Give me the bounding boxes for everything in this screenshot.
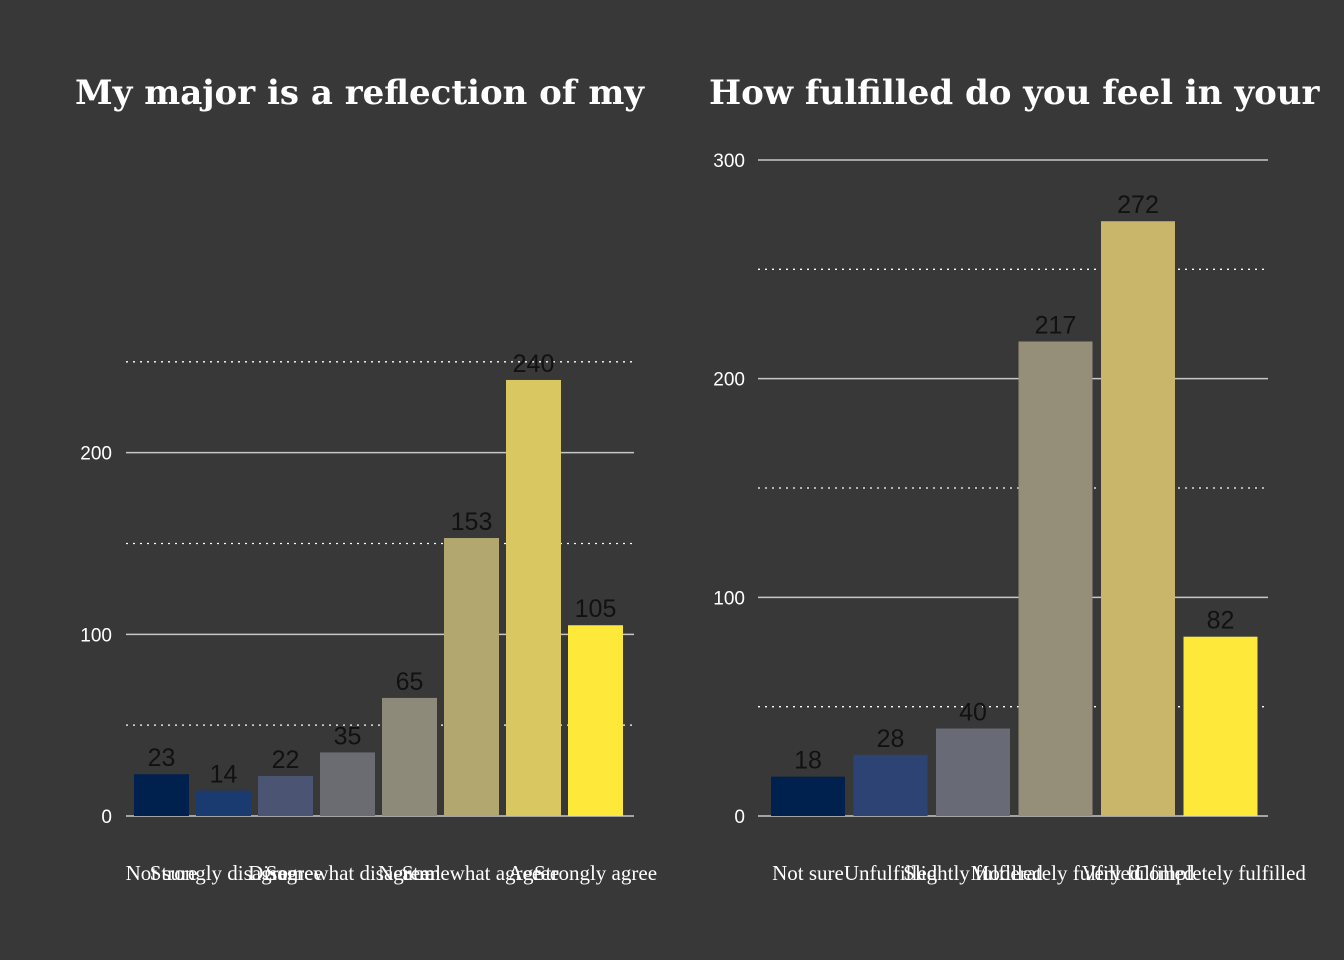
- x-tick-label: Not sure: [126, 861, 198, 885]
- x-tick-label: Disagree: [248, 861, 323, 885]
- data-label: 272: [1117, 191, 1159, 219]
- bar: [771, 776, 845, 816]
- x-tick-label: Slightly fulfilled: [903, 861, 1043, 885]
- x-tick-label: Strongly disagree: [150, 861, 298, 885]
- data-label: 217: [1035, 311, 1077, 339]
- left-chart-panel: My major is a reflection of my 0 100 200 23…: [75, 73, 657, 885]
- y-tick-label: 100: [713, 588, 745, 609]
- bar: [196, 790, 251, 816]
- x-tick-label: Unfulfilled: [844, 861, 938, 885]
- data-label: 105: [575, 595, 617, 623]
- plot-area: 0 100 200 23 Not sure 14 Strongly disagree 22 Di…: [80, 350, 657, 885]
- y-tick-label: 300: [713, 151, 745, 172]
- fulfillment-chart: How fulfilled do you feel in your 0 100 20…: [709, 73, 1321, 885]
- x-tick-label: Completely fulfilled: [1135, 861, 1306, 885]
- y-tick-label: 200: [80, 444, 112, 465]
- y-tick-label: 200: [713, 370, 745, 391]
- y-tick-label: 100: [80, 625, 112, 646]
- y-tick-label: 0: [101, 807, 112, 828]
- data-label: 82: [1207, 607, 1235, 635]
- x-tick-label: Moderately fulfilled: [971, 861, 1141, 885]
- major-reflection-chart: My major is a reflection of my 0 100 200 23…: [75, 73, 657, 885]
- data-label: 18: [794, 747, 822, 775]
- bar: [506, 379, 561, 816]
- bar: [1101, 221, 1175, 816]
- bar: [258, 776, 313, 816]
- x-tick-label: Somewhat agree: [402, 861, 541, 885]
- right-chart-panel: How fulfilled do you feel in your 0 100 20…: [672, 0, 1344, 960]
- plot-area: 0 100 200 300 18 Not sure 28 Unfulfilled 40 Sligh…: [713, 151, 1306, 885]
- data-label: 22: [272, 746, 300, 774]
- bar: [1183, 636, 1258, 816]
- y-tick-label: 0: [734, 807, 745, 828]
- bar: [134, 774, 189, 816]
- chart-title: My major is a reflection of my: [75, 73, 645, 113]
- bar: [853, 754, 928, 816]
- data-label: 28: [877, 725, 905, 753]
- x-tick-label: Somewhat disagree: [266, 861, 430, 885]
- bar: [568, 625, 623, 816]
- chart-title: How fulfilled do you feel in your: [709, 73, 1321, 113]
- x-tick-label: Neutral: [378, 861, 441, 885]
- x-tick-label: Very fulfilled: [1082, 861, 1195, 885]
- data-label: 240: [513, 350, 555, 378]
- data-label: 35: [334, 722, 362, 750]
- data-label: 65: [396, 668, 424, 696]
- data-label: 40: [959, 699, 987, 727]
- bar: [382, 697, 437, 816]
- bar: [320, 752, 375, 816]
- x-tick-label: Not sure: [772, 861, 844, 885]
- bar: [444, 538, 499, 816]
- x-tick-label: Agree: [508, 861, 559, 885]
- data-label: 14: [210, 761, 238, 789]
- bar: [1018, 341, 1093, 816]
- bar: [936, 728, 1010, 816]
- data-label: 153: [451, 508, 493, 536]
- x-tick-label: Strongly agree: [534, 861, 657, 885]
- data-label: 23: [148, 744, 176, 772]
